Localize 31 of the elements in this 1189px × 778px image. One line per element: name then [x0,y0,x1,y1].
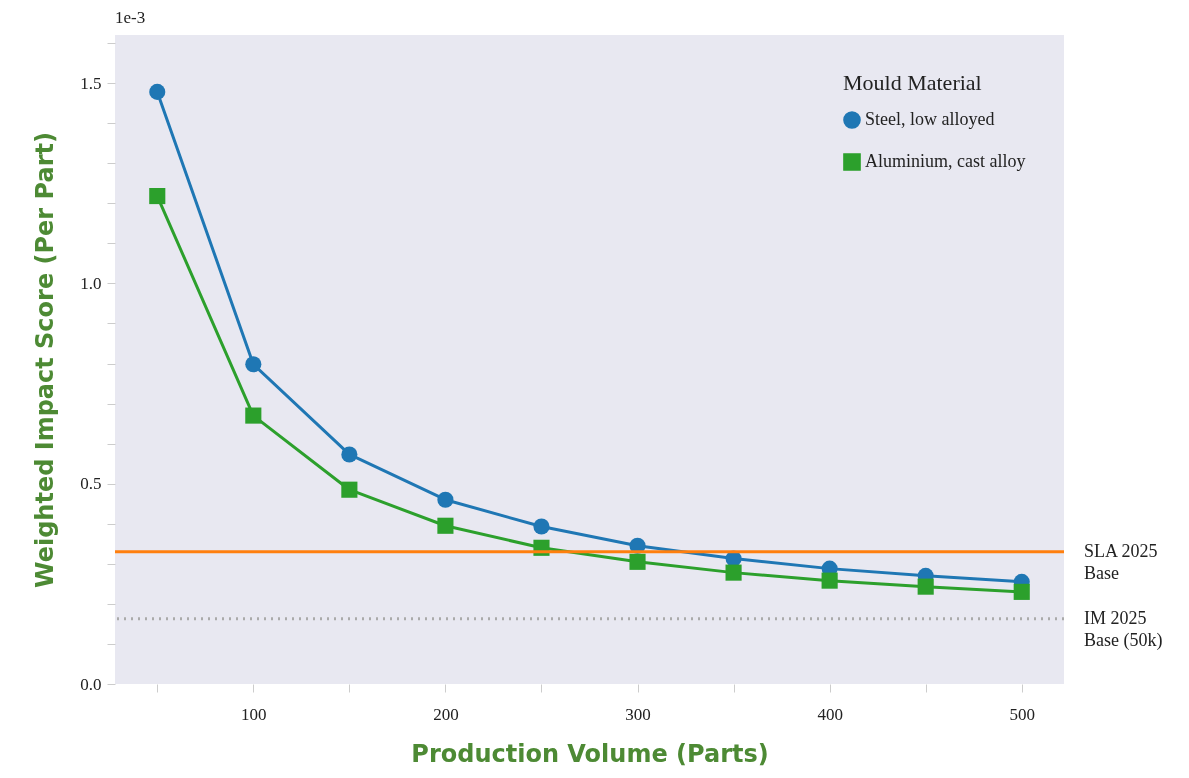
point [629,553,646,570]
point [245,407,262,424]
point [437,491,454,508]
x-tick-label: 300 [625,704,651,724]
point [821,572,838,589]
y-tick-label: 0.5 [80,474,102,494]
ref-line-label: IM 2025 Base (50k) [1084,607,1163,651]
point [917,578,934,595]
point [149,187,166,205]
y-tick-label: 1.0 [80,273,102,293]
y-tick-label: 1.5 [80,73,102,93]
point [149,83,166,100]
legend-label: Aluminium, cast alloy [865,151,1026,171]
legend-title: Mould Material [843,70,982,95]
point [725,564,742,581]
ref-line-label: SLA 2025 Base [1084,540,1158,583]
legend-label: Steel, low alloyed [865,109,995,129]
x-tick-label: 400 [817,704,843,724]
x-tick-label: 200 [433,704,459,724]
y-axis-title: Weighted Impact Score (Per Part) [31,132,60,588]
text: 1e-3 [115,8,146,27]
point [437,517,454,534]
point [341,446,358,463]
point [245,356,262,373]
point [533,518,550,535]
point [1013,583,1030,600]
y-tick-label: 0.0 [80,674,102,694]
x-tick-label: 500 [1009,704,1035,724]
point [341,481,358,498]
x-axis-title: Production Volume (Parts) [411,739,769,768]
x-tick-label: 100 [241,704,267,724]
